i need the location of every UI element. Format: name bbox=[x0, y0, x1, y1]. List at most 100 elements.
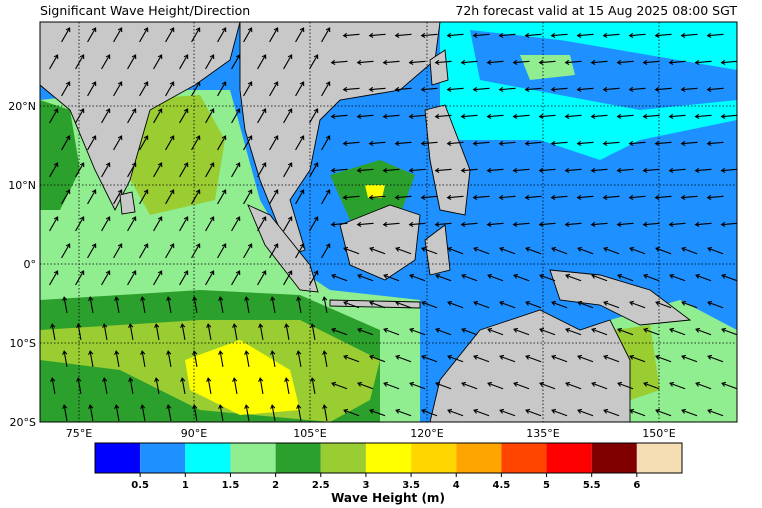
arrow bbox=[447, 354, 464, 363]
arrow bbox=[330, 59, 348, 66]
arrow bbox=[139, 189, 149, 205]
arrow bbox=[617, 273, 634, 282]
arrow bbox=[707, 246, 724, 255]
arrow bbox=[322, 296, 328, 313]
land bbox=[424, 224, 451, 276]
arrow bbox=[499, 246, 516, 255]
arrow bbox=[139, 135, 149, 151]
arrow bbox=[551, 246, 568, 255]
arrow bbox=[395, 354, 412, 363]
arrow bbox=[421, 354, 438, 363]
arrow bbox=[395, 246, 412, 255]
land bbox=[429, 309, 631, 422]
arrow bbox=[61, 243, 71, 259]
arrow bbox=[284, 323, 290, 340]
arrow bbox=[295, 27, 305, 43]
arrow bbox=[309, 54, 319, 70]
arrow bbox=[668, 113, 686, 120]
arrow bbox=[577, 408, 594, 417]
arrow bbox=[695, 273, 712, 282]
arrow bbox=[538, 221, 556, 228]
arrow bbox=[617, 381, 634, 390]
arrow bbox=[461, 381, 478, 390]
arrow bbox=[707, 408, 724, 417]
arrow bbox=[101, 270, 111, 286]
land bbox=[424, 104, 471, 216]
arrow bbox=[243, 243, 253, 259]
arrow bbox=[525, 408, 542, 417]
arrow bbox=[695, 381, 712, 390]
arrow bbox=[394, 32, 412, 39]
arrow bbox=[707, 354, 724, 363]
colorbar-segment bbox=[185, 443, 231, 473]
arrow bbox=[343, 408, 360, 417]
arrow bbox=[617, 327, 634, 336]
arrow bbox=[512, 113, 530, 120]
wave-zone bbox=[365, 185, 385, 198]
arrow bbox=[369, 246, 386, 255]
arrow bbox=[629, 408, 646, 417]
colorbar-segment bbox=[365, 443, 412, 473]
arrow bbox=[232, 377, 238, 394]
arrow bbox=[309, 216, 319, 232]
arrow bbox=[49, 108, 59, 124]
arrow bbox=[179, 54, 189, 70]
arrow bbox=[127, 216, 137, 232]
arrow bbox=[331, 327, 348, 336]
colorbar-segment bbox=[230, 443, 276, 473]
arrow bbox=[498, 32, 516, 39]
arrow bbox=[113, 27, 123, 43]
arrow bbox=[153, 108, 163, 124]
arrow bbox=[140, 296, 146, 313]
lat-label: 20°N bbox=[8, 100, 36, 113]
arrow bbox=[284, 377, 290, 394]
arrow bbox=[383, 327, 400, 336]
arrow bbox=[310, 377, 316, 394]
arrow bbox=[76, 377, 82, 394]
arrow bbox=[140, 404, 146, 421]
arrow bbox=[113, 189, 123, 205]
arrow bbox=[486, 167, 504, 174]
arrow bbox=[525, 354, 542, 363]
arrow bbox=[191, 27, 201, 43]
arrow bbox=[538, 59, 556, 66]
arrow bbox=[244, 404, 250, 421]
arrow bbox=[602, 32, 620, 39]
arrow bbox=[309, 162, 319, 178]
arrow bbox=[446, 194, 464, 201]
arrow bbox=[472, 194, 490, 201]
arrow bbox=[643, 327, 660, 336]
arrow bbox=[435, 327, 452, 336]
arrow bbox=[62, 350, 68, 367]
arrow bbox=[88, 350, 94, 367]
arrow bbox=[486, 113, 504, 120]
arrow bbox=[128, 377, 134, 394]
arrow bbox=[487, 327, 504, 336]
arrow bbox=[368, 140, 386, 147]
arrow bbox=[153, 162, 163, 178]
land bbox=[339, 204, 421, 281]
arrow bbox=[513, 327, 530, 336]
arrow bbox=[87, 189, 97, 205]
arrow bbox=[356, 221, 374, 228]
arrow bbox=[191, 243, 201, 259]
arrow bbox=[655, 300, 672, 309]
arrow bbox=[166, 350, 172, 367]
arrow bbox=[382, 167, 400, 174]
arrow bbox=[232, 323, 238, 340]
arrow bbox=[720, 113, 737, 120]
arrow bbox=[628, 86, 646, 93]
colorbar-segment bbox=[320, 443, 366, 473]
colorbar-label: Wave Height (m) bbox=[331, 491, 445, 505]
arrow bbox=[421, 408, 438, 417]
lon-label: 105°E bbox=[293, 427, 326, 440]
arrow bbox=[590, 221, 608, 228]
arrow bbox=[434, 59, 452, 66]
lon-label: 75°E bbox=[66, 427, 92, 440]
arrow bbox=[154, 323, 160, 340]
arrow bbox=[524, 86, 542, 93]
arrow bbox=[681, 246, 698, 255]
arrow bbox=[49, 270, 59, 286]
arrow bbox=[394, 194, 412, 201]
lat-label: 20°S bbox=[10, 416, 36, 429]
